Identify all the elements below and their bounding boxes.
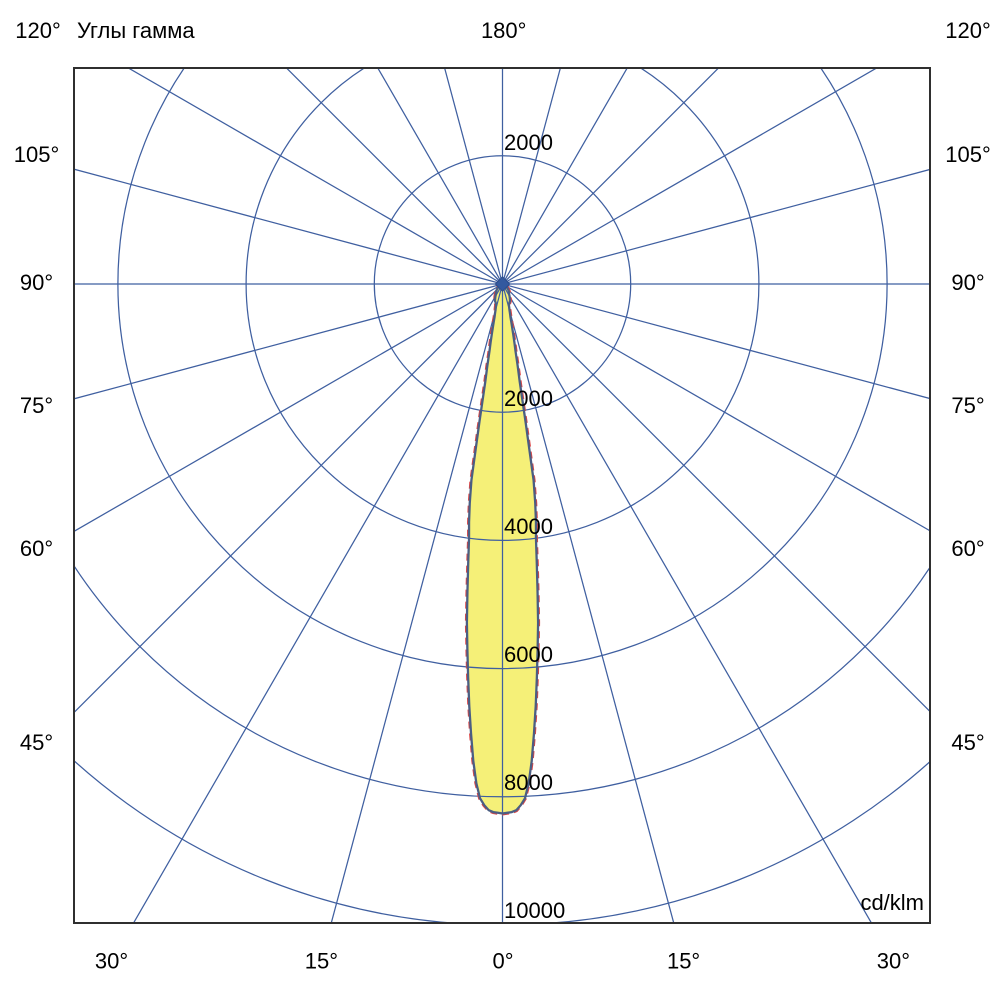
svg-text:90°: 90° <box>20 270 53 295</box>
svg-text:180°: 180° <box>481 18 527 43</box>
svg-text:2000: 2000 <box>504 386 553 411</box>
svg-text:Углы гамма: Углы гамма <box>77 18 195 43</box>
svg-text:60°: 60° <box>951 536 984 561</box>
svg-text:30°: 30° <box>95 949 128 974</box>
svg-text:4000: 4000 <box>504 514 553 539</box>
svg-text:0°: 0° <box>492 949 513 974</box>
svg-text:15°: 15° <box>667 949 700 974</box>
svg-text:105°: 105° <box>14 142 60 167</box>
svg-text:75°: 75° <box>951 393 984 418</box>
svg-text:75°: 75° <box>20 393 53 418</box>
svg-text:10000: 10000 <box>504 898 565 923</box>
svg-text:120°: 120° <box>945 18 991 43</box>
svg-text:6000: 6000 <box>504 642 553 667</box>
svg-text:45°: 45° <box>20 730 53 755</box>
svg-text:105°: 105° <box>945 142 991 167</box>
svg-text:8000: 8000 <box>504 770 553 795</box>
svg-text:cd/klm: cd/klm <box>860 890 924 915</box>
svg-text:2000: 2000 <box>504 130 553 155</box>
svg-text:45°: 45° <box>951 730 984 755</box>
svg-text:90°: 90° <box>951 270 984 295</box>
svg-text:60°: 60° <box>20 536 53 561</box>
svg-text:15°: 15° <box>305 949 338 974</box>
svg-text:120°: 120° <box>15 18 61 43</box>
svg-text:30°: 30° <box>877 949 910 974</box>
